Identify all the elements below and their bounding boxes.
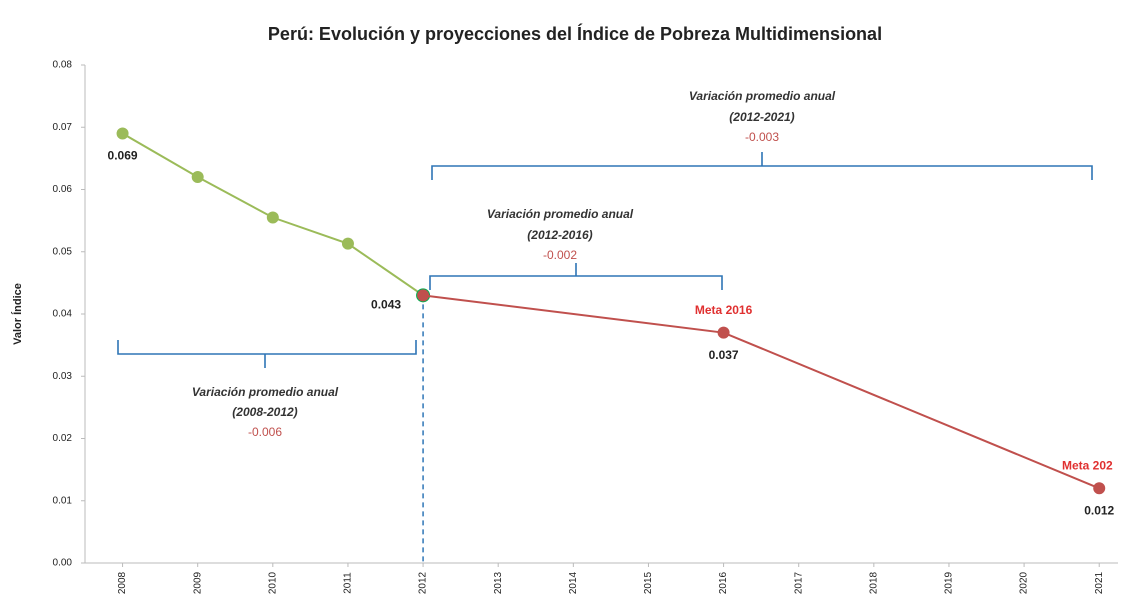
y-axis-label: Valor Índice: [11, 283, 24, 345]
data-label: 0.012: [1084, 503, 1114, 517]
x-tick-label: 2019: [944, 571, 955, 594]
point-annotation: Meta 202: [1062, 458, 1113, 472]
point: [116, 127, 129, 140]
point: [1093, 482, 1106, 495]
y-tick-label: 0.05: [53, 246, 73, 257]
annotation: Variación promedio anual: [192, 385, 339, 399]
x-tick-label: 2014: [568, 571, 579, 594]
y-tick-label: 0.04: [53, 309, 73, 320]
data-label: 0.043: [371, 297, 401, 311]
chart-title: Perú: Evolución y proyecciones del Índic…: [268, 23, 882, 44]
annotation: -0.003: [745, 130, 779, 144]
y-tick-label: 0.06: [53, 184, 73, 195]
series-line: [422, 294, 1100, 490]
annotation: (2012-2021): [729, 110, 794, 124]
point: [341, 237, 354, 250]
x-tick-label: 2018: [868, 571, 879, 594]
x-tick-label: 2016: [718, 571, 729, 594]
data-label: 0.069: [108, 149, 138, 163]
x-tick-label: 2017: [793, 571, 804, 594]
x-tick-label: 2021: [1094, 571, 1105, 594]
x-tick-label: 2010: [267, 571, 278, 594]
bracket: [117, 340, 417, 368]
y-tick-label: 0.00: [53, 558, 73, 569]
y-tick-label: 0.07: [53, 122, 73, 133]
point: [266, 211, 279, 224]
x-tick-label: 2012: [418, 571, 429, 594]
annotation: Variación promedio anual: [689, 89, 836, 103]
bracket: [431, 152, 1093, 180]
y-tick-label: 0.08: [53, 60, 73, 71]
point-annotation: Meta 2016: [695, 303, 753, 317]
x-tick-label: 2013: [493, 571, 504, 594]
annotation: Variación promedio anual: [487, 207, 634, 221]
x-tick-label: 2020: [1019, 571, 1030, 594]
annotation: -0.006: [248, 425, 282, 439]
annotation: -0.002: [543, 248, 577, 262]
annotation: (2008-2012): [232, 405, 297, 419]
point: [717, 326, 730, 339]
bracket: [429, 263, 723, 290]
y-tick-label: 0.01: [53, 495, 73, 506]
x-tick-label: 2009: [192, 571, 203, 594]
point: [417, 289, 430, 302]
point: [191, 171, 204, 184]
x-tick-label: 2008: [117, 571, 128, 594]
y-tick-label: 0.03: [53, 371, 73, 382]
x-tick-label: 2015: [643, 571, 654, 594]
y-tick-label: 0.02: [53, 433, 73, 444]
data-label: 0.037: [709, 348, 739, 362]
annotation: (2012-2016): [527, 228, 592, 242]
x-tick-label: 2011: [343, 572, 354, 594]
